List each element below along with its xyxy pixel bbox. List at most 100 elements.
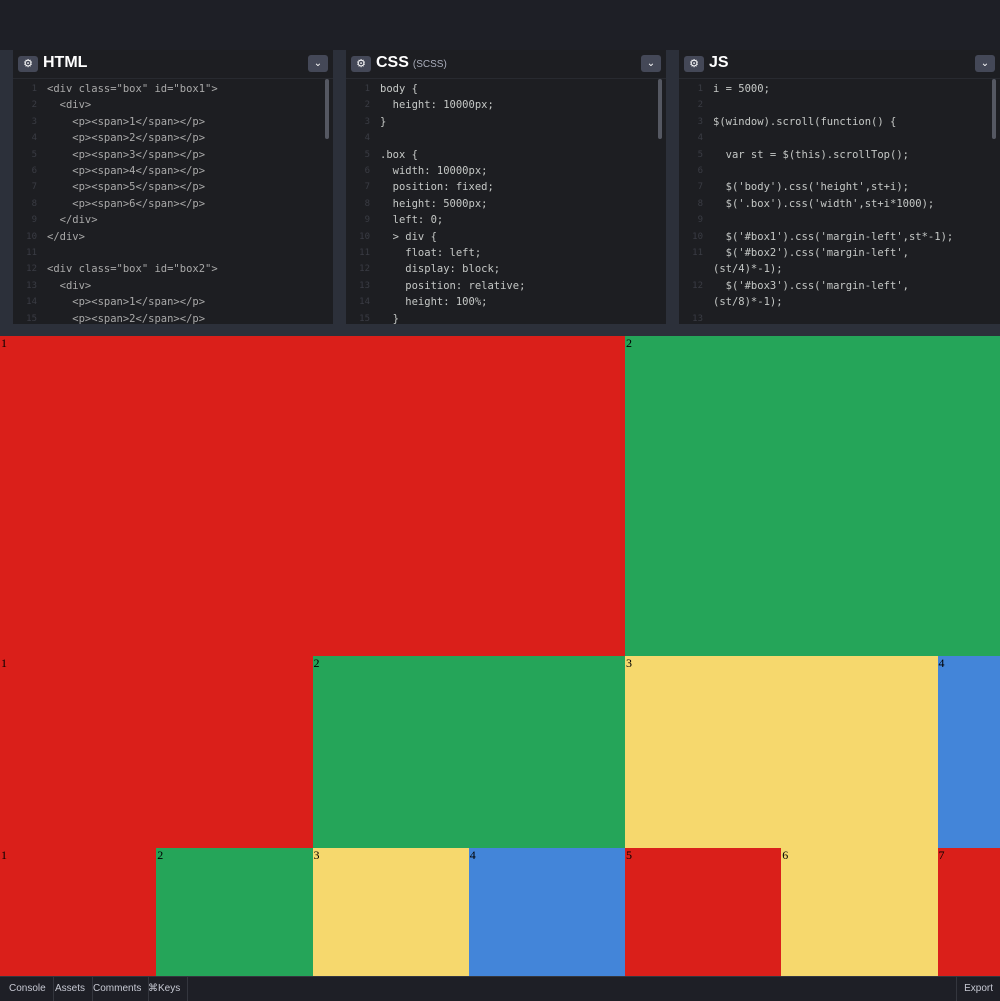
code-line: 1 <div class="box" id="box1"> [13,81,333,97]
line-number: 12 [679,278,703,294]
js-settings-gear-icon[interactable]: ⚙ [684,56,704,72]
code-text: <p><span>2</span></p> [47,130,205,146]
code-line: 13 [679,311,1000,324]
code-text: var st = $(this).scrollTop(); [713,147,909,163]
comments-button[interactable]: Comments [86,977,149,1001]
code-line: 13 <div> [13,278,333,294]
line-number: 9 [13,212,37,228]
line-number: 4 [679,130,703,146]
code-text: width: 10000px; [380,163,487,179]
css-settings-gear-icon[interactable]: ⚙ [351,56,371,72]
code-line: 2 [679,97,1000,113]
preview-box-2-cell-2: 2 [313,656,626,848]
css-collapse-chevron-icon[interactable]: ⌄ [641,55,661,72]
resize-divider[interactable] [0,324,1000,336]
line-number: 1 [13,81,37,97]
cell-label: 4 [470,848,476,863]
code-text: $('#box1').css('margin-left',st*-1); [713,229,953,245]
code-line: 7 position: fixed; [346,179,666,195]
code-line: 1 i = 5000; [679,81,1000,97]
code-text: $(window).scroll(function() { [713,114,896,130]
code-line: 13 position: relative; [346,278,666,294]
preview-box-3-cell-2: 2 [156,848,312,976]
code-line: 3} [346,114,666,130]
line-number: 5 [679,147,703,163]
export-button[interactable]: Export [956,977,1000,1001]
code-line: 2 <div> [13,97,333,113]
code-line: 10 $('#box1').css('margin-left',st*-1); [679,229,1000,245]
line-number: 10 [679,229,703,245]
line-number: 7 [13,179,37,195]
preview-box-3-cell-1: 1 [0,848,156,976]
code-text: <p><span>2</span></p> [47,311,205,324]
code-line: 12<div class="box" id="box2"> [13,261,333,277]
code-line: 9 left: 0; [346,212,666,228]
preview-box-3-cell-7: 7 [938,848,1000,976]
line-number: 7 [346,179,370,195]
html-scrollbar[interactable] [325,79,329,139]
line-number: 2 [13,97,37,113]
line-number: 6 [679,163,703,179]
code-text: $('#box2').css('margin-left', [713,245,909,261]
preview-box-3-cell-3: 3 [313,848,469,976]
bottom-bar: Console Assets Comments ⌘Keys Export [0,976,1000,1001]
css-editor-title: CSS(SCSS) [376,54,447,72]
console-button[interactable]: Console [2,977,54,1001]
line-number: 3 [346,114,370,130]
code-line: 6 [679,163,1000,179]
html-code-area[interactable]: 1<div class="box" id="box1">2 <div>3 <p>… [13,79,333,324]
keys-button[interactable]: ⌘Keys [141,977,188,1001]
line-number: 6 [346,163,370,179]
line-number: 1 [346,81,370,97]
code-text: left: 0; [380,212,443,228]
cell-label: 1 [1,656,7,671]
line-number: 11 [13,245,37,261]
code-text: float: left; [380,245,481,261]
line-number: 5 [346,147,370,163]
js-collapse-chevron-icon[interactable]: ⌄ [975,55,995,72]
code-text: <div class="box" id="box1"> [47,81,218,97]
preview-box-3-cell-6: 6 [781,848,937,976]
line-number: 2 [346,97,370,113]
code-line: 6 width: 10000px; [346,163,666,179]
code-text: } [380,114,386,130]
code-text: <p><span>3</span></p> [47,147,205,163]
html-editor[interactable]: ⚙ HTML ⌄ 1<div class="box" id="box1">2 <… [13,50,333,324]
line-number: 8 [346,196,370,212]
line-number: 1 [679,81,703,97]
cell-label: 3 [626,656,632,671]
cell-label: 6 [782,848,788,863]
code-text: <p><span>1</span></p> [47,294,205,310]
code-line: 7 <p><span>5</span></p> [13,179,333,195]
preview-box-1-cell-2: 2 [625,336,1000,656]
js-editor-title: JS [709,54,729,72]
line-number: 12 [13,261,37,277]
code-line: 11 $('#box2').css('margin-left', [679,245,1000,261]
css-preprocessor-label: (SCSS) [413,59,447,70]
html-settings-gear-icon[interactable]: ⚙ [18,56,38,72]
html-editor-header: ⚙ HTML ⌄ [13,50,333,79]
code-text: display: block; [380,261,500,277]
preview-box-1-cell-1: 1 [0,336,625,656]
html-editor-title: HTML [43,54,87,72]
css-scrollbar[interactable] [658,79,662,139]
code-line: 5 <p><span>3</span></p> [13,147,333,163]
code-text: .box { [380,147,418,163]
code-line: 3$(window).scroll(function() { [679,114,1000,130]
code-line: 12 $('#box3').css('margin-left', [679,278,1000,294]
code-text: i = 5000; [713,81,770,97]
preview-box-2-cell-3: 3 [625,656,938,848]
preview-box-2-cell-1: 1 [0,656,313,848]
html-collapse-chevron-icon[interactable]: ⌄ [308,55,328,72]
js-scrollbar[interactable] [992,79,996,139]
line-number: 14 [13,294,37,310]
code-line: 15 <p><span>2</span></p> [13,311,333,324]
cell-label: 2 [157,848,163,863]
cell-label: 7 [939,848,945,863]
cell-label: 1 [1,848,7,863]
